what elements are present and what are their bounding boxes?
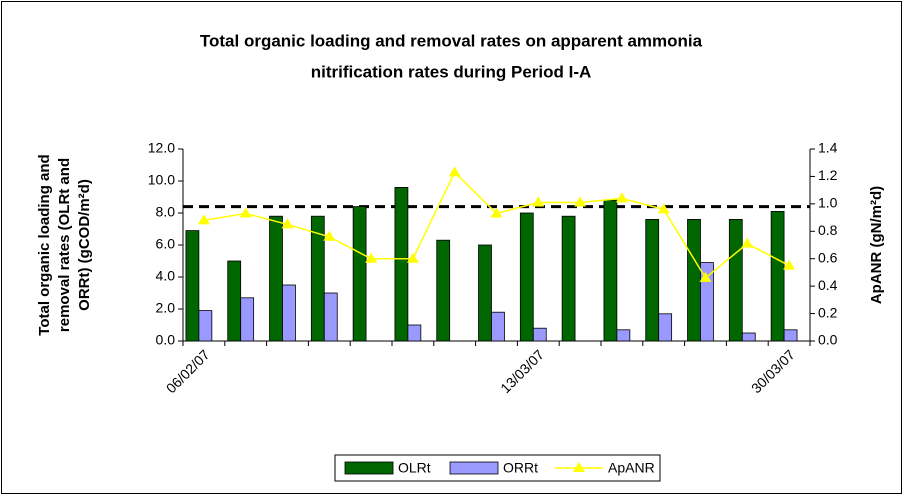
bar — [728, 218, 743, 342]
bar — [645, 218, 660, 342]
bar — [282, 284, 296, 342]
bar — [227, 260, 242, 342]
legend-label: ApANR — [608, 460, 655, 476]
y-tick-label: 10.0 — [148, 172, 175, 188]
y-axis-label: removal rates (OLRt and — [56, 158, 73, 332]
line-marker — [699, 271, 712, 282]
bar — [532, 327, 547, 342]
bar — [478, 244, 492, 342]
y-tick-label: 8.0 — [156, 204, 176, 220]
line-marker — [490, 207, 503, 218]
chart-title: nitrification rates during Period I-A — [311, 62, 592, 81]
y-tick-label: 12.0 — [148, 140, 175, 156]
y2-tick-label: 0.4 — [818, 277, 838, 293]
y2-tick-label: 0.2 — [818, 304, 838, 320]
bar — [658, 313, 673, 342]
line-marker — [532, 196, 545, 207]
y2-tick-label: 0.6 — [818, 249, 838, 265]
bar — [198, 310, 213, 342]
bar — [770, 210, 785, 342]
y-tick-label: 0.0 — [156, 332, 176, 348]
line-marker — [657, 203, 670, 214]
legend-label: OLRt — [398, 460, 431, 476]
bar — [603, 199, 618, 342]
bar — [436, 239, 451, 342]
bar — [394, 186, 409, 342]
y2-tick-label: 0.0 — [818, 332, 838, 348]
y-tick-label: 4.0 — [156, 268, 176, 284]
line-marker — [615, 192, 628, 203]
bar — [741, 332, 756, 342]
line-marker — [197, 214, 210, 225]
legend-swatch — [449, 461, 499, 475]
bar — [561, 215, 576, 342]
bar — [269, 215, 283, 342]
y2-axis-label: ApANR (gN/m²d) — [868, 186, 885, 304]
line-marker — [574, 196, 587, 207]
legend-swatch — [344, 461, 394, 475]
y-tick-label: 2.0 — [156, 300, 176, 316]
line-marker — [281, 218, 294, 229]
bar — [491, 311, 505, 342]
y-axis-label: ORRt) (gCOD/m²d) — [76, 179, 93, 311]
line-marker — [323, 230, 336, 241]
bar — [783, 329, 798, 342]
bar — [310, 215, 325, 342]
bar — [240, 297, 255, 342]
y2-tick-label: 0.8 — [818, 222, 838, 238]
line-marker — [741, 237, 754, 248]
bar — [323, 292, 338, 342]
line-marker — [239, 207, 252, 218]
bar — [700, 262, 714, 342]
bar — [616, 329, 631, 342]
line-marker — [365, 252, 378, 263]
bar — [519, 212, 534, 342]
y2-tick-label: 1.4 — [818, 140, 838, 156]
line-marker — [783, 259, 796, 270]
bar — [352, 206, 367, 342]
line-marker — [448, 166, 461, 177]
bar — [687, 218, 701, 342]
legend-label: ORRt — [503, 460, 538, 476]
bar — [407, 324, 422, 342]
legend: OLRt ORRt ApANR — [334, 454, 661, 482]
y2-tick-label: 1.2 — [818, 167, 838, 183]
y2-tick-label: 1.0 — [818, 195, 838, 211]
chart-title: Total organic loading and removal rates … — [200, 31, 703, 50]
bar — [185, 230, 200, 342]
line-marker — [406, 252, 419, 263]
legend-swatch — [573, 462, 585, 472]
y-tick-label: 6.0 — [156, 236, 176, 252]
y-axis-label: Total organic loading and — [36, 154, 53, 335]
